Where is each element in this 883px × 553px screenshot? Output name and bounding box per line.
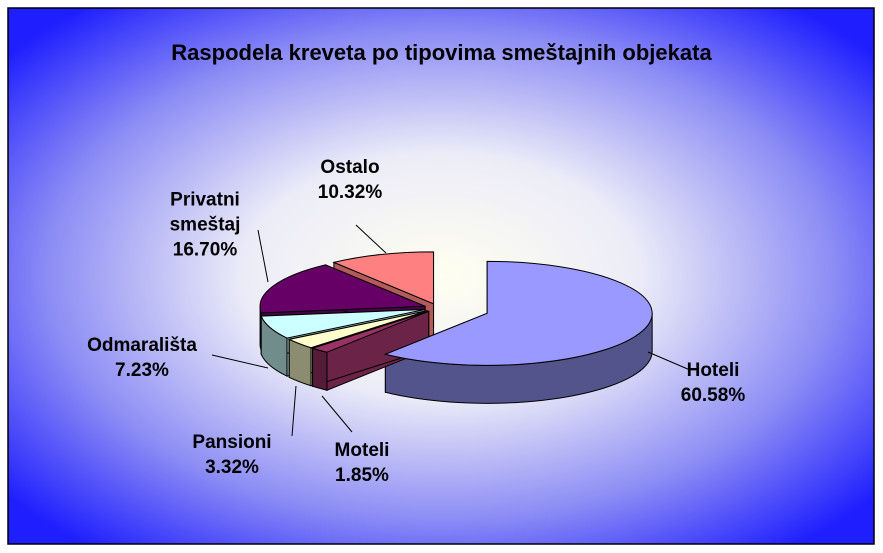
chart-background [7, 7, 875, 545]
leader-line [257, 229, 269, 283]
category-label: Ostalo [320, 157, 380, 178]
category-label: Hoteli [686, 360, 740, 381]
category-label: Pansioni [192, 432, 272, 453]
leader-line [647, 351, 691, 371]
pie-slice [332, 251, 435, 305]
value-label: 16.70% [172, 239, 238, 261]
pie-slice [260, 309, 425, 339]
value-label: 7.23% [115, 360, 169, 381]
value-label: 3.32% [205, 457, 259, 478]
leader-line [291, 385, 297, 437]
value-label: 1.85% [335, 465, 389, 486]
data-label: Hoteli 60.58% [681, 358, 745, 408]
pie-slice [310, 310, 429, 353]
leader-line [211, 354, 269, 369]
value-label: 60.58% [680, 385, 746, 406]
category-label: Privatni smeštaj [169, 189, 241, 236]
data-label: Pansioni 3.32% [192, 430, 271, 480]
chart-title: Raspodela kreveta po tipovima smeštajnih… [171, 40, 712, 65]
pie-slice [287, 310, 428, 349]
data-label: Odmarališta 7.23% [87, 333, 197, 383]
pie-slice [383, 260, 653, 366]
value-label: 10.32% [317, 182, 383, 203]
data-label: Ostalo 10.32% [318, 155, 382, 205]
leader-line [321, 395, 353, 433]
category-label: Moteli [334, 440, 390, 461]
data-label: Moteli 1.85% [335, 438, 390, 488]
pie-slice [259, 264, 426, 314]
slice-wall [312, 347, 328, 391]
data-label: Privatni smeštaj 16.70% [170, 188, 241, 263]
leader-line [355, 224, 387, 254]
category-label: Odmarališta [87, 335, 197, 356]
